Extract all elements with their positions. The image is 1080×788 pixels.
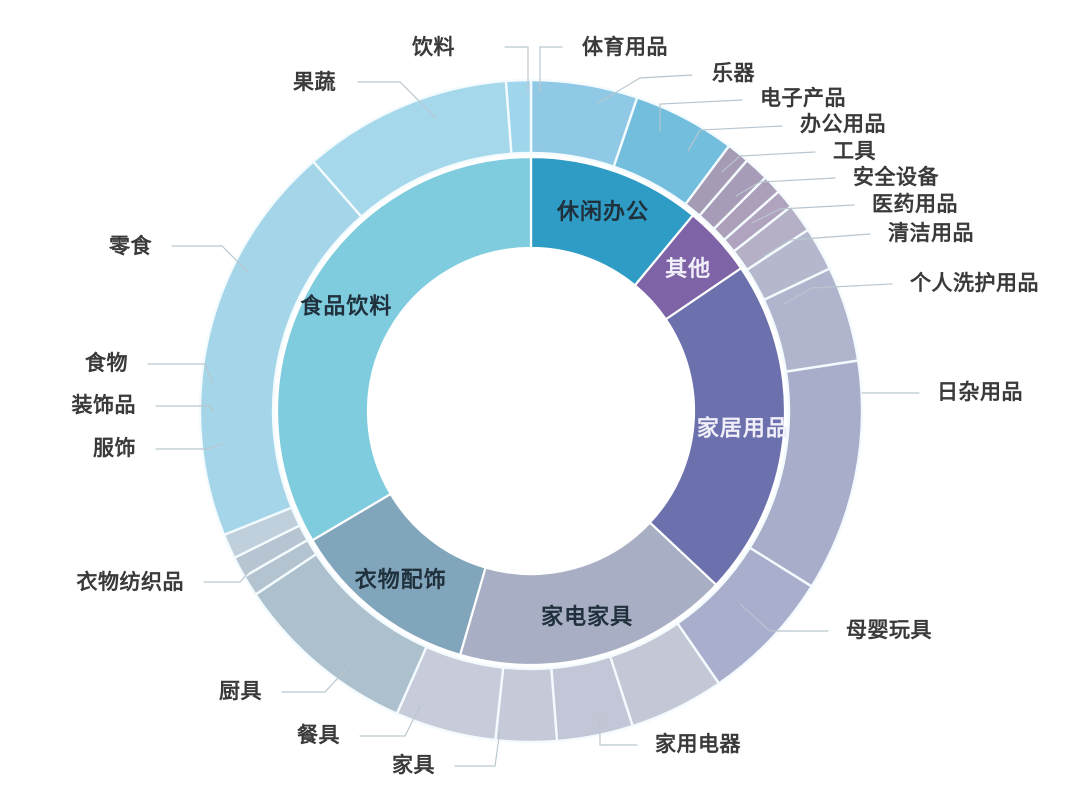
leader-line bbox=[155, 405, 215, 413]
callout-leader-lines bbox=[147, 46, 920, 767]
callout-label[interactable]: 乐器 bbox=[712, 62, 755, 85]
callout-label[interactable]: 日杂用品 bbox=[937, 380, 1023, 404]
callout-label[interactable]: 餐具 bbox=[297, 723, 340, 747]
callout-label[interactable]: 医药用品 bbox=[872, 192, 958, 216]
inner-ring-group bbox=[275, 155, 787, 667]
callout-label[interactable]: 装饰品 bbox=[72, 393, 137, 417]
leader-line bbox=[357, 81, 437, 119]
callout-label[interactable]: 家具 bbox=[392, 753, 435, 777]
leader-line bbox=[763, 233, 871, 257]
inner-segment-label: 其他 bbox=[665, 256, 711, 281]
leader-line bbox=[751, 204, 855, 224]
leader-line bbox=[203, 565, 255, 583]
outer-ring-group bbox=[198, 78, 864, 744]
leader-line bbox=[599, 714, 638, 746]
leader-line bbox=[539, 46, 563, 93]
leader-line bbox=[597, 74, 693, 104]
leader-line bbox=[155, 443, 223, 450]
callout-label[interactable]: 厨具 bbox=[219, 680, 262, 703]
inner-segment-label: 食品饮料 bbox=[300, 294, 392, 319]
leader-line bbox=[739, 603, 829, 632]
callout-label[interactable]: 清洁用品 bbox=[888, 221, 974, 245]
callout-label[interactable]: 食物 bbox=[85, 351, 128, 375]
callout-label[interactable]: 饮料 bbox=[411, 35, 455, 59]
leader-line bbox=[281, 664, 351, 693]
callout-label[interactable]: 母婴玩具 bbox=[846, 619, 932, 642]
leader-line bbox=[659, 99, 743, 132]
callout-label[interactable]: 安全设备 bbox=[853, 165, 939, 189]
leader-line bbox=[687, 125, 783, 152]
inner-segment-label: 家居用品 bbox=[697, 416, 789, 441]
outer-segment[interactable] bbox=[494, 666, 559, 744]
outer-segment[interactable] bbox=[504, 78, 533, 156]
inner-segment[interactable] bbox=[458, 521, 718, 667]
leader-line bbox=[171, 245, 249, 273]
leader-line bbox=[147, 363, 213, 383]
inner-segment[interactable] bbox=[275, 155, 533, 542]
callout-label[interactable]: 电子产品 bbox=[760, 86, 846, 110]
leader-line bbox=[721, 151, 816, 173]
leader-line bbox=[504, 46, 529, 93]
callout-label[interactable]: 体育用品 bbox=[582, 35, 668, 59]
callout-label[interactable]: 果蔬 bbox=[293, 71, 336, 94]
callout-label[interactable]: 服饰 bbox=[93, 436, 136, 460]
callout-label[interactable]: 衣物纺织品 bbox=[77, 570, 185, 594]
inner-segment[interactable] bbox=[648, 266, 787, 587]
inner-segment-label: 家电家具 bbox=[541, 604, 633, 629]
callout-label[interactable]: 家用电器 bbox=[655, 732, 741, 756]
callout-label[interactable]: 个人洗护用品 bbox=[910, 271, 1039, 295]
inner-segment-label: 衣物配饰 bbox=[355, 567, 447, 592]
leader-line bbox=[359, 705, 421, 737]
leader-line bbox=[783, 283, 893, 305]
callout-label[interactable]: 零食 bbox=[108, 234, 152, 258]
callout-label[interactable]: 办公用品 bbox=[800, 113, 886, 136]
leader-line bbox=[735, 177, 836, 197]
inner-segment-label: 休闲办公 bbox=[556, 199, 649, 224]
callout-label[interactable]: 工具 bbox=[833, 140, 876, 163]
leader-line bbox=[454, 729, 501, 767]
